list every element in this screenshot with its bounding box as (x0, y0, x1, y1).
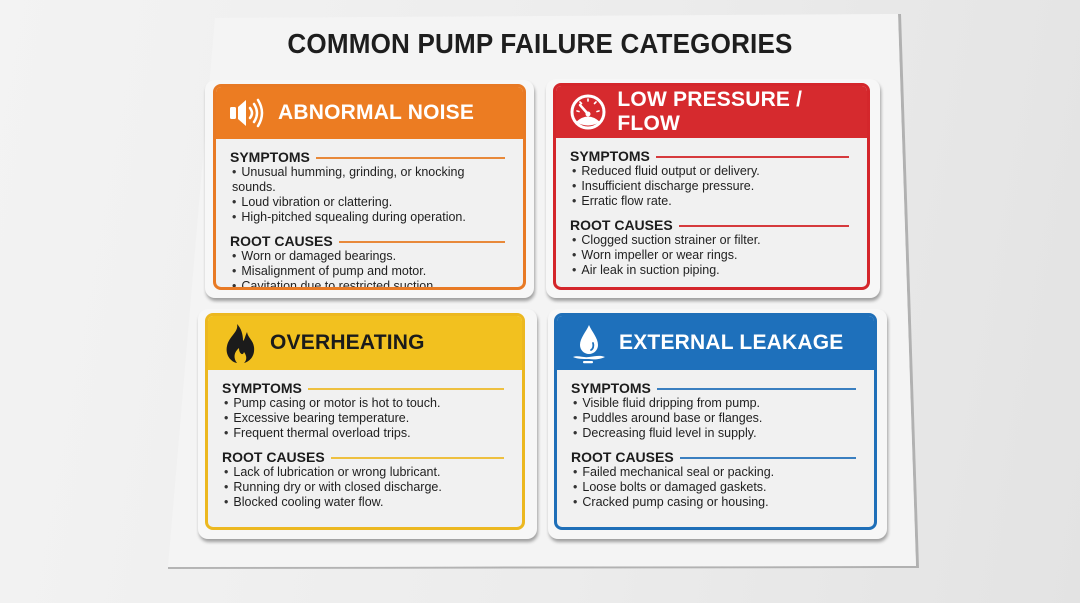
cause-item: Failed mechanical seal or packing. (571, 465, 860, 480)
flame-icon (220, 323, 260, 363)
symptom-item: Visible fluid dripping from pump. (571, 396, 860, 411)
card-title: ABNORMAL NOISE (278, 101, 475, 124)
cause-item: Clogged suction strainer or filter. (570, 233, 853, 248)
cause-item: Cavitation due to restricted suction. (230, 279, 509, 287)
cause-item: Worn or damaged bearings. (230, 249, 509, 264)
symptoms-section: SYMPTOMS Reduced fluid output or deliver… (570, 148, 853, 209)
card-header: ABNORMAL NOISE (216, 87, 523, 139)
cause-item: Blocked cooling water flow. (222, 495, 508, 510)
root-causes-heading: ROOT CAUSES (230, 233, 333, 249)
symptoms-heading: SYMPTOMS (571, 380, 651, 396)
root-causes-heading: ROOT CAUSES (571, 449, 674, 465)
card-external-leakage: EXTERNAL LEAKAGE SYMPTOMS Visible fluid … (554, 313, 877, 530)
symptom-item: Frequent thermal overload trips. (222, 426, 508, 441)
symptom-item: Decreasing fluid level in supply. (571, 426, 860, 441)
card-header: OVERHEATING (208, 316, 522, 370)
poster-title: COMMON PUMP FAILURE CATEGORIES (287, 28, 793, 59)
divider (307, 388, 504, 390)
root-causes-section: ROOT CAUSES Failed mechanical seal or pa… (571, 449, 860, 510)
symptom-item: Pump casing or motor is hot to touch. (222, 396, 508, 411)
card-title: EXTERNAL LEAKAGE (619, 331, 844, 354)
card-body: SYMPTOMS Unusual humming, grinding, or k… (216, 139, 523, 287)
card-body: SYMPTOMS Pump casing or motor is hot to … (208, 370, 522, 510)
cause-item: Cracked pump casing or housing. (571, 495, 860, 510)
symptom-item: Unusual humming, grinding, or knocking s… (230, 165, 509, 195)
card-title: LOW PRESSURE / FLOW (617, 88, 803, 135)
root-causes-heading: ROOT CAUSES (570, 217, 673, 233)
cause-item: Loose bolts or damaged gaskets. (571, 480, 860, 495)
card-title: OVERHEATING (270, 331, 425, 354)
symptoms-heading: SYMPTOMS (230, 149, 310, 165)
symptoms-heading: SYMPTOMS (570, 148, 650, 164)
divider (330, 457, 504, 459)
card-body: SYMPTOMS Visible fluid dripping from pum… (557, 370, 874, 510)
speaker-sound-icon (228, 93, 268, 133)
card-body: SYMPTOMS Reduced fluid output or deliver… (556, 138, 867, 278)
divider (678, 225, 849, 227)
water-drop-icon (569, 323, 609, 364)
card-header: LOW PRESSURE / FLOW (556, 86, 867, 138)
root-causes-section: ROOT CAUSES Clogged suction strainer or … (570, 217, 853, 278)
cause-item: Air leak in suction piping. (570, 263, 853, 278)
divider (315, 157, 505, 159)
cause-item: Worn impeller or wear rings. (570, 248, 853, 263)
symptom-item: Puddles around base or flanges. (571, 411, 860, 426)
card-low-pressure-flow: LOW PRESSURE / FLOW SYMPTOMS Reduced flu… (553, 83, 870, 290)
symptom-item: Loud vibration or clattering. (230, 195, 509, 210)
divider (338, 241, 505, 243)
root-causes-section: ROOT CAUSES Lack of lubrication or wrong… (222, 449, 508, 510)
symptom-item: Reduced fluid output or delivery. (570, 164, 853, 179)
divider (656, 388, 856, 390)
root-causes-heading: ROOT CAUSES (222, 449, 325, 465)
symptom-item: High-pitched squealing during operation. (230, 210, 509, 225)
cause-item: Lack of lubrication or wrong lubricant. (222, 465, 508, 480)
card-overheating: OVERHEATING SYMPTOMS Pump casing or moto… (205, 313, 525, 530)
symptoms-heading: SYMPTOMS (222, 380, 302, 396)
symptom-item: Insufficient discharge pressure. (570, 179, 853, 194)
symptom-item: Excessive bearing temperature. (222, 411, 508, 426)
symptoms-section: SYMPTOMS Visible fluid dripping from pum… (571, 380, 860, 441)
card-header: EXTERNAL LEAKAGE (557, 316, 874, 370)
cause-item: Misalignment of pump and motor. (230, 264, 509, 279)
symptoms-section: SYMPTOMS Pump casing or motor is hot to … (222, 380, 508, 441)
divider (655, 156, 849, 158)
pressure-gauge-icon (568, 92, 607, 132)
symptoms-section: SYMPTOMS Unusual humming, grinding, or k… (230, 149, 509, 225)
cause-item: Running dry or with closed discharge. (222, 480, 508, 495)
card-abnormal-noise: ABNORMAL NOISE SYMPTOMS Unusual humming,… (213, 84, 526, 290)
divider (679, 457, 856, 459)
root-causes-section: ROOT CAUSES Worn or damaged bearings. Mi… (230, 233, 509, 287)
symptom-item: Erratic flow rate. (570, 194, 853, 209)
